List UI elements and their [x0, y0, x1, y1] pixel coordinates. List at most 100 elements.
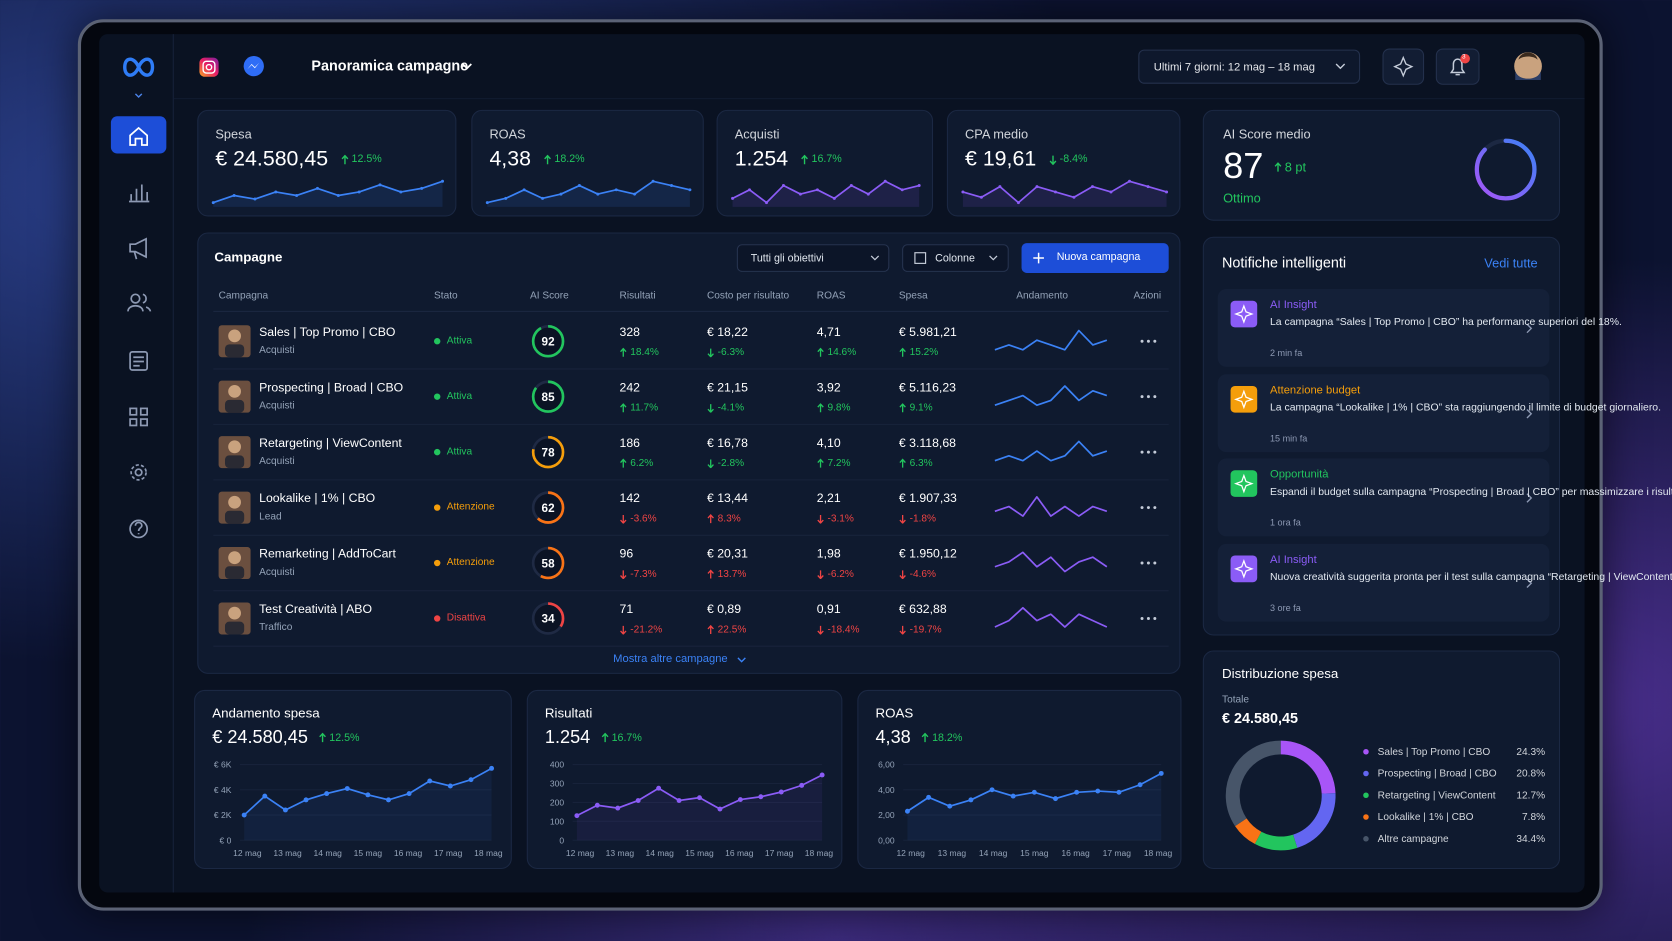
x-tick-label: 14 mag: [314, 848, 343, 858]
objective-filter[interactable]: Tutti gli obiettivi: [736, 244, 890, 272]
notification-icons: [1230, 300, 1533, 334]
nav-reports[interactable]: [129, 351, 149, 371]
row-actions[interactable]: [1140, 450, 1157, 454]
change-arrow: [817, 347, 824, 357]
change: -19.7%: [899, 624, 942, 635]
change-text: -2.8%: [717, 457, 745, 469]
metric-change-wrap: 13.7%: [707, 565, 746, 584]
row-actions[interactable]: [1140, 339, 1157, 343]
instagram-icon[interactable]: [199, 57, 219, 77]
row-actions[interactable]: [1140, 506, 1157, 510]
see-all[interactable]: Vedi tutte: [1484, 255, 1538, 271]
sparkline: [994, 440, 1108, 462]
metric-value: € 3.118,68: [898, 437, 956, 450]
metric-value: 1,98: [816, 548, 841, 561]
title-chevron[interactable]: [462, 63, 472, 70]
avatar[interactable]: [1514, 52, 1542, 80]
nav-stats[interactable]: [129, 184, 150, 203]
metric-value: 4,71: [816, 326, 841, 340]
table-row[interactable]: Remarketing | AddToCart Acquisti Attenzion…: [198, 535, 1181, 590]
column-header: Stato: [433, 290, 458, 302]
nav-help[interactable]: [129, 519, 149, 539]
sparkline-point: [998, 185, 1002, 189]
change: 18.4%: [620, 346, 659, 358]
nav-home-active[interactable]: [110, 116, 167, 154]
campaign-objective: Acquisti: [259, 455, 295, 468]
score-value: 34: [542, 613, 556, 626]
table-row[interactable]: Prospecting | Broad | CBO Acquisti Attiva 2…: [198, 369, 1181, 424]
y-tick-label: 100: [550, 817, 564, 827]
table-row[interactable]: Lookalike | 1% | CBO Lead Attenzione 142 -3.…: [198, 480, 1181, 535]
score-arc: [531, 435, 565, 469]
chart-value-row: 1.254 16.7%: [545, 727, 642, 748]
change-text: 18.4%: [630, 346, 659, 359]
line-chart: € 0 € 2K € 4K € 6K 12 mag 13 mag 14 mag 15 mag 1…: [214, 760, 503, 859]
change-text: 12.5%: [351, 153, 382, 166]
score-arc: [531, 324, 565, 358]
change-arrow: [620, 347, 627, 357]
metric-value: € 5.116,23: [898, 381, 956, 395]
messenger-icon[interactable]: [243, 55, 264, 77]
notification[interactable]: Attenzione budget La campagna “Lookalike …: [1217, 373, 1661, 452]
nav-settings[interactable]: [130, 464, 147, 481]
bell-button[interactable]: [1435, 48, 1480, 85]
point: [262, 793, 268, 799]
change-arrow: [899, 569, 906, 579]
arrow: [817, 458, 824, 468]
column-header: Campagna: [218, 290, 269, 302]
change: -2.8%: [707, 457, 744, 469]
show-more[interactable]: Mostra altre campagne: [613, 652, 728, 666]
notification[interactable]: AI Insight La campagna “Sales | Top Promo…: [1217, 288, 1622, 367]
point: [737, 797, 743, 803]
table-row[interactable]: Sales | Top Promo | CBO Acquisti Attiva 328…: [198, 314, 1181, 369]
sparkline-area: [487, 181, 690, 207]
date-select-box[interactable]: [1138, 49, 1361, 84]
notification[interactable]: AI Insight Nuova creatività suggerita pro…: [1217, 543, 1672, 622]
point: [989, 787, 995, 793]
sparkline-area: [213, 181, 443, 207]
nav-apps[interactable]: [129, 407, 149, 427]
row-actions[interactable]: [1140, 395, 1157, 399]
dot: [1153, 561, 1157, 565]
score-arc: [531, 602, 565, 635]
nav-audience[interactable]: [127, 293, 152, 312]
y-tick-label: 2,00: [878, 810, 895, 820]
distribution: Distribuzione spesa Totale € 24.580,45 Sale…: [1202, 650, 1561, 870]
legend-dot: [1363, 814, 1369, 820]
arrow: [707, 403, 714, 413]
metric-value: 2,21: [816, 492, 841, 506]
legend-value: 7.8%: [1522, 812, 1545, 823]
new-campaign-button[interactable]: Nuova campagna: [1021, 243, 1169, 273]
change-text: 22.5%: [717, 623, 747, 636]
arrow: [817, 569, 824, 579]
notification-message: Espandi il budget sulla campagna “Prospe…: [1269, 486, 1672, 498]
nav-ads[interactable]: [129, 237, 147, 260]
change-text: 8.3%: [717, 512, 741, 525]
area: [576, 774, 823, 841]
column-header: ROAS: [816, 290, 846, 302]
donut: Sales | Top Promo | CBO 24.3% Prospecting …: [1225, 740, 1545, 851]
date-range[interactable]: Ultimi 7 giorni: 12 mag – 18 mag: [1153, 60, 1315, 74]
notification-icon: [1230, 555, 1258, 582]
page-title[interactable]: Panoramica campagne: [311, 57, 469, 74]
y-tick-label: 6,00: [878, 760, 895, 770]
sparkline-point: [1091, 185, 1094, 189]
change-arrow: [899, 625, 906, 635]
change-arrow: [817, 625, 824, 635]
y-tick-label: 300: [550, 779, 564, 789]
row-actions[interactable]: [1140, 561, 1157, 565]
x-tick-label: 18 mag: [1144, 848, 1173, 858]
dot: [1153, 506, 1157, 510]
arrow: [899, 569, 906, 579]
ai-button[interactable]: [1382, 48, 1425, 85]
dot: [1153, 450, 1157, 454]
change-text: -3.1%: [827, 512, 854, 525]
column-header: Andamento: [1016, 290, 1069, 302]
table-row[interactable]: Retargeting | ViewContent Acquisti Attiva 1…: [198, 424, 1181, 479]
badge-count: 3: [1461, 54, 1466, 61]
row-actions[interactable]: [1140, 616, 1157, 620]
sparkline: [994, 606, 1108, 628]
notification[interactable]: Opportunità Espandi il budget sulla campa…: [1217, 458, 1672, 537]
point: [1010, 793, 1016, 799]
table-row[interactable]: Test Creatività | ABO Traffico Disattiva 71…: [198, 591, 1181, 646]
